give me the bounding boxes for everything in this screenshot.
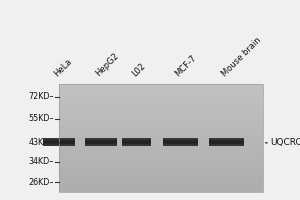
Text: Mouse brain: Mouse brain — [220, 35, 263, 78]
Text: 72KD–: 72KD– — [28, 92, 54, 101]
Text: 43KD–: 43KD– — [29, 138, 54, 147]
Text: HepG2: HepG2 — [94, 51, 121, 78]
Text: HeLa: HeLa — [52, 57, 74, 78]
Text: MCF-7: MCF-7 — [174, 53, 199, 78]
Bar — [58, 84, 262, 192]
Text: L02: L02 — [130, 61, 147, 78]
Text: 34KD–: 34KD– — [29, 157, 54, 166]
Text: UQCRC1: UQCRC1 — [271, 138, 300, 147]
Text: 55KD–: 55KD– — [28, 114, 54, 123]
Text: 26KD–: 26KD– — [28, 178, 54, 187]
